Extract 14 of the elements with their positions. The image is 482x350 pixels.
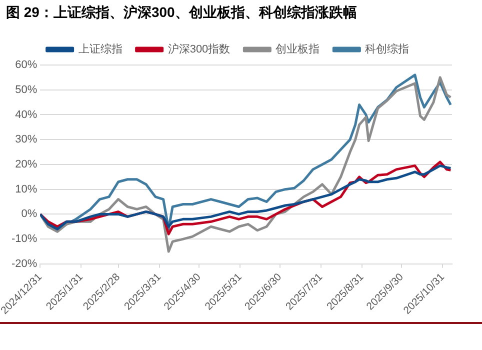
legend-label: 沪深300指数 — [168, 42, 230, 56]
y-tick-label: -10% — [11, 233, 38, 246]
legend-label: 科创综指 — [365, 42, 410, 56]
y-tick-label: 40% — [15, 108, 38, 121]
chart-title: 图 29：上证综指、沪深300、创业板指、科创综指涨跌幅 — [6, 4, 357, 22]
y-tick-label: 20% — [15, 158, 38, 170]
y-tick-label: 50% — [15, 84, 38, 96]
legend-label: 创业板指 — [276, 42, 320, 56]
y-tick-label: 10% — [15, 183, 38, 196]
y-tick-label: -20% — [11, 258, 38, 270]
y-tick-label: 0% — [21, 208, 38, 220]
legend-label: 上证综指 — [78, 42, 122, 56]
y-tick-label: 60% — [15, 59, 38, 72]
y-tick-label: 30% — [15, 134, 38, 146]
